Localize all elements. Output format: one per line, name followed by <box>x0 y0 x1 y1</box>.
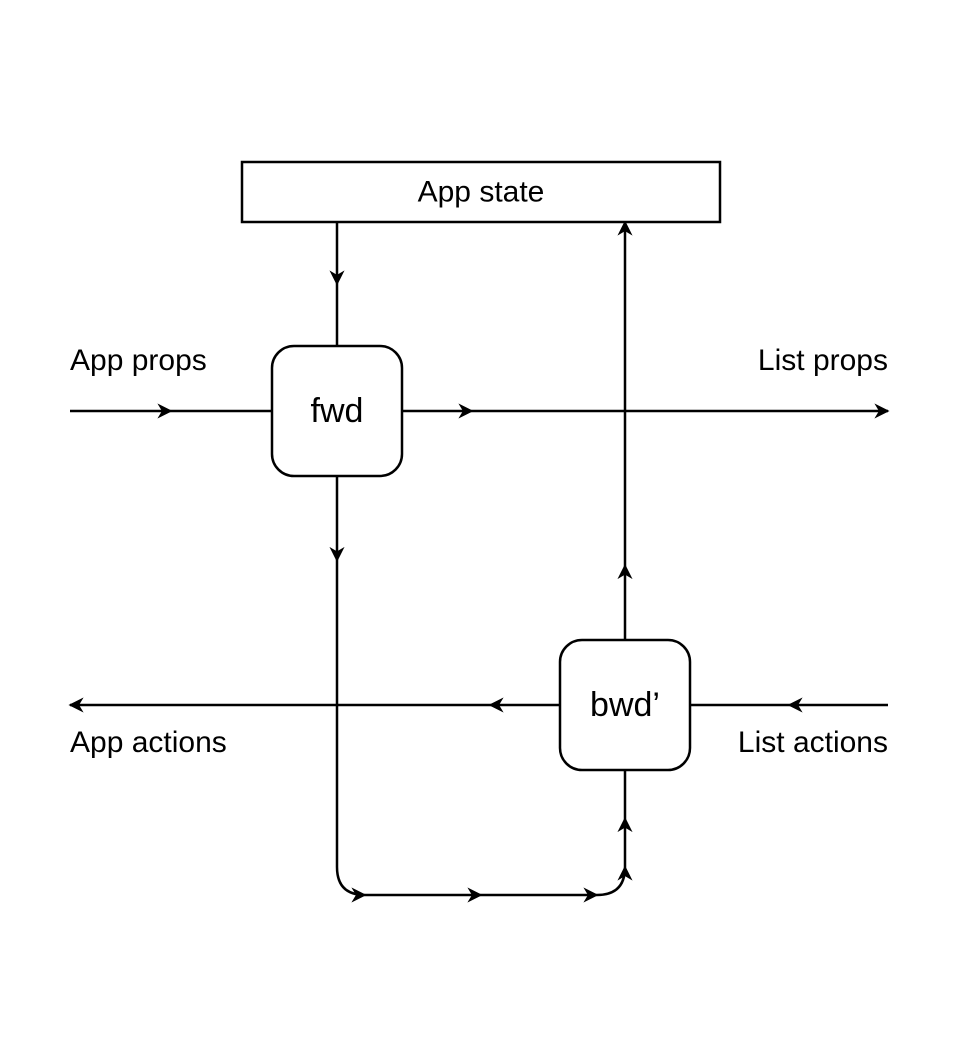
flow-diagram: App state fwd bwd’ App props List props App a… <box>0 0 956 1050</box>
edge-loop-bottom <box>337 770 625 895</box>
app-props-label: App props <box>70 344 207 377</box>
app_state-label: App state <box>418 176 545 209</box>
list-props-label: List props <box>758 344 888 377</box>
app-actions-label: App actions <box>70 726 227 759</box>
fwd-label: fwd <box>311 392 364 430</box>
bwd-label: bwd’ <box>590 686 660 724</box>
list-actions-label: List actions <box>738 726 888 759</box>
